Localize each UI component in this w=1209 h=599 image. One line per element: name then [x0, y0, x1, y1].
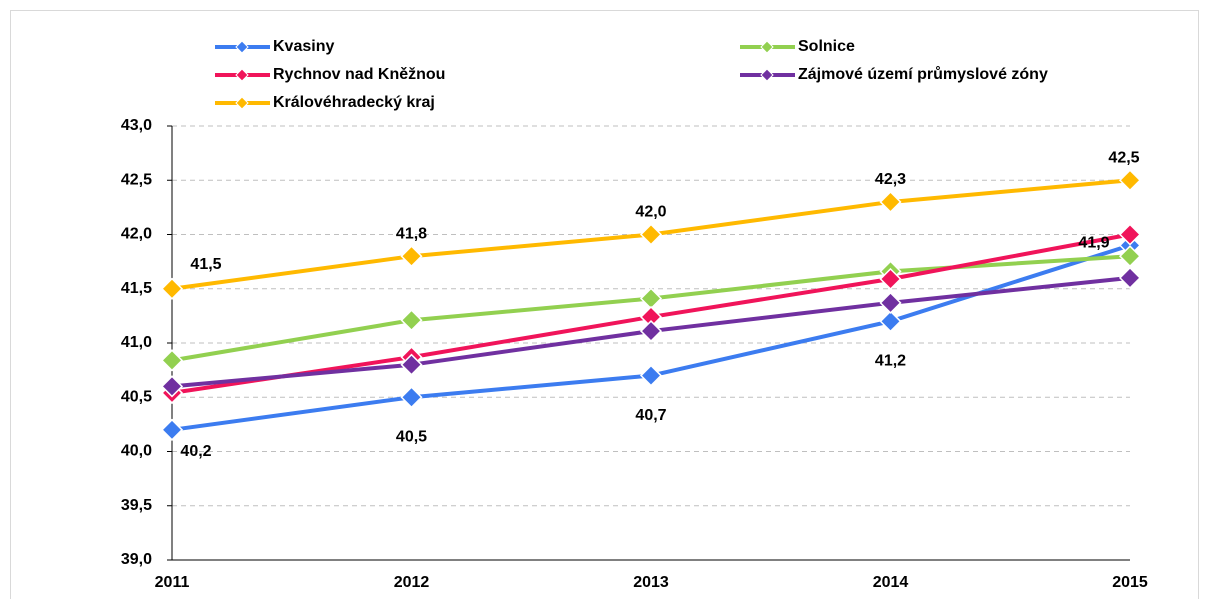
x-tick-label: 2012	[394, 574, 430, 591]
legend-marker	[235, 68, 249, 82]
legend-label: Královéhradecký kraj	[273, 94, 435, 111]
legend-label: Zájmové území průmyslové zóny	[798, 66, 1048, 83]
data-label: 40,2	[180, 443, 211, 460]
marker	[1118, 223, 1142, 246]
marker	[160, 418, 184, 441]
marker	[639, 223, 663, 246]
y-tick-label: 39,0	[121, 551, 152, 568]
marker	[879, 267, 902, 291]
legend-marker	[760, 40, 774, 54]
legend-marker	[235, 40, 249, 54]
marker	[879, 310, 902, 333]
y-tick-label: 40,5	[121, 388, 152, 405]
marker	[1118, 169, 1142, 192]
data-label: 41,8	[396, 225, 427, 242]
marker	[639, 320, 663, 343]
marker	[400, 245, 423, 268]
chart-border	[10, 10, 1199, 599]
data-label: 41,9	[1078, 235, 1109, 252]
data-label: 40,5	[396, 428, 427, 445]
marker	[400, 386, 423, 409]
legend-label: Kvasiny	[273, 38, 334, 55]
data-label: 42,3	[875, 171, 906, 188]
data-label: 42,5	[1108, 149, 1139, 166]
y-tick-label: 39,5	[121, 497, 152, 514]
marker	[1118, 266, 1142, 289]
marker	[879, 291, 902, 314]
marker	[160, 277, 184, 300]
x-tick-label: 2011	[155, 574, 190, 591]
legend-marker	[235, 96, 249, 110]
data-label: 41,2	[875, 353, 906, 370]
x-tick-label: 2014	[873, 574, 909, 591]
y-tick-label: 41,0	[121, 334, 152, 351]
x-tick-label: 2013	[633, 574, 669, 591]
legend-label: Rychnov nad Kněžnou	[273, 66, 445, 83]
marker	[1118, 245, 1142, 268]
marker	[160, 375, 184, 398]
marker	[400, 309, 423, 332]
legend-label: Solnice	[798, 38, 855, 55]
data-label: 40,7	[635, 407, 666, 424]
marker	[160, 349, 184, 372]
marker	[879, 190, 902, 214]
marker	[400, 353, 423, 376]
y-tick-label: 43,0	[121, 117, 152, 134]
marker	[639, 364, 663, 387]
data-label: 41,5	[190, 256, 221, 273]
data-label: 42,0	[635, 204, 666, 221]
y-tick-label: 40,0	[121, 443, 152, 460]
y-tick-label: 41,5	[121, 280, 152, 297]
x-tick-label: 2015	[1112, 574, 1148, 591]
y-tick-label: 42,5	[121, 171, 152, 188]
legend-marker	[760, 68, 774, 82]
y-tick-label: 42,0	[121, 226, 152, 243]
